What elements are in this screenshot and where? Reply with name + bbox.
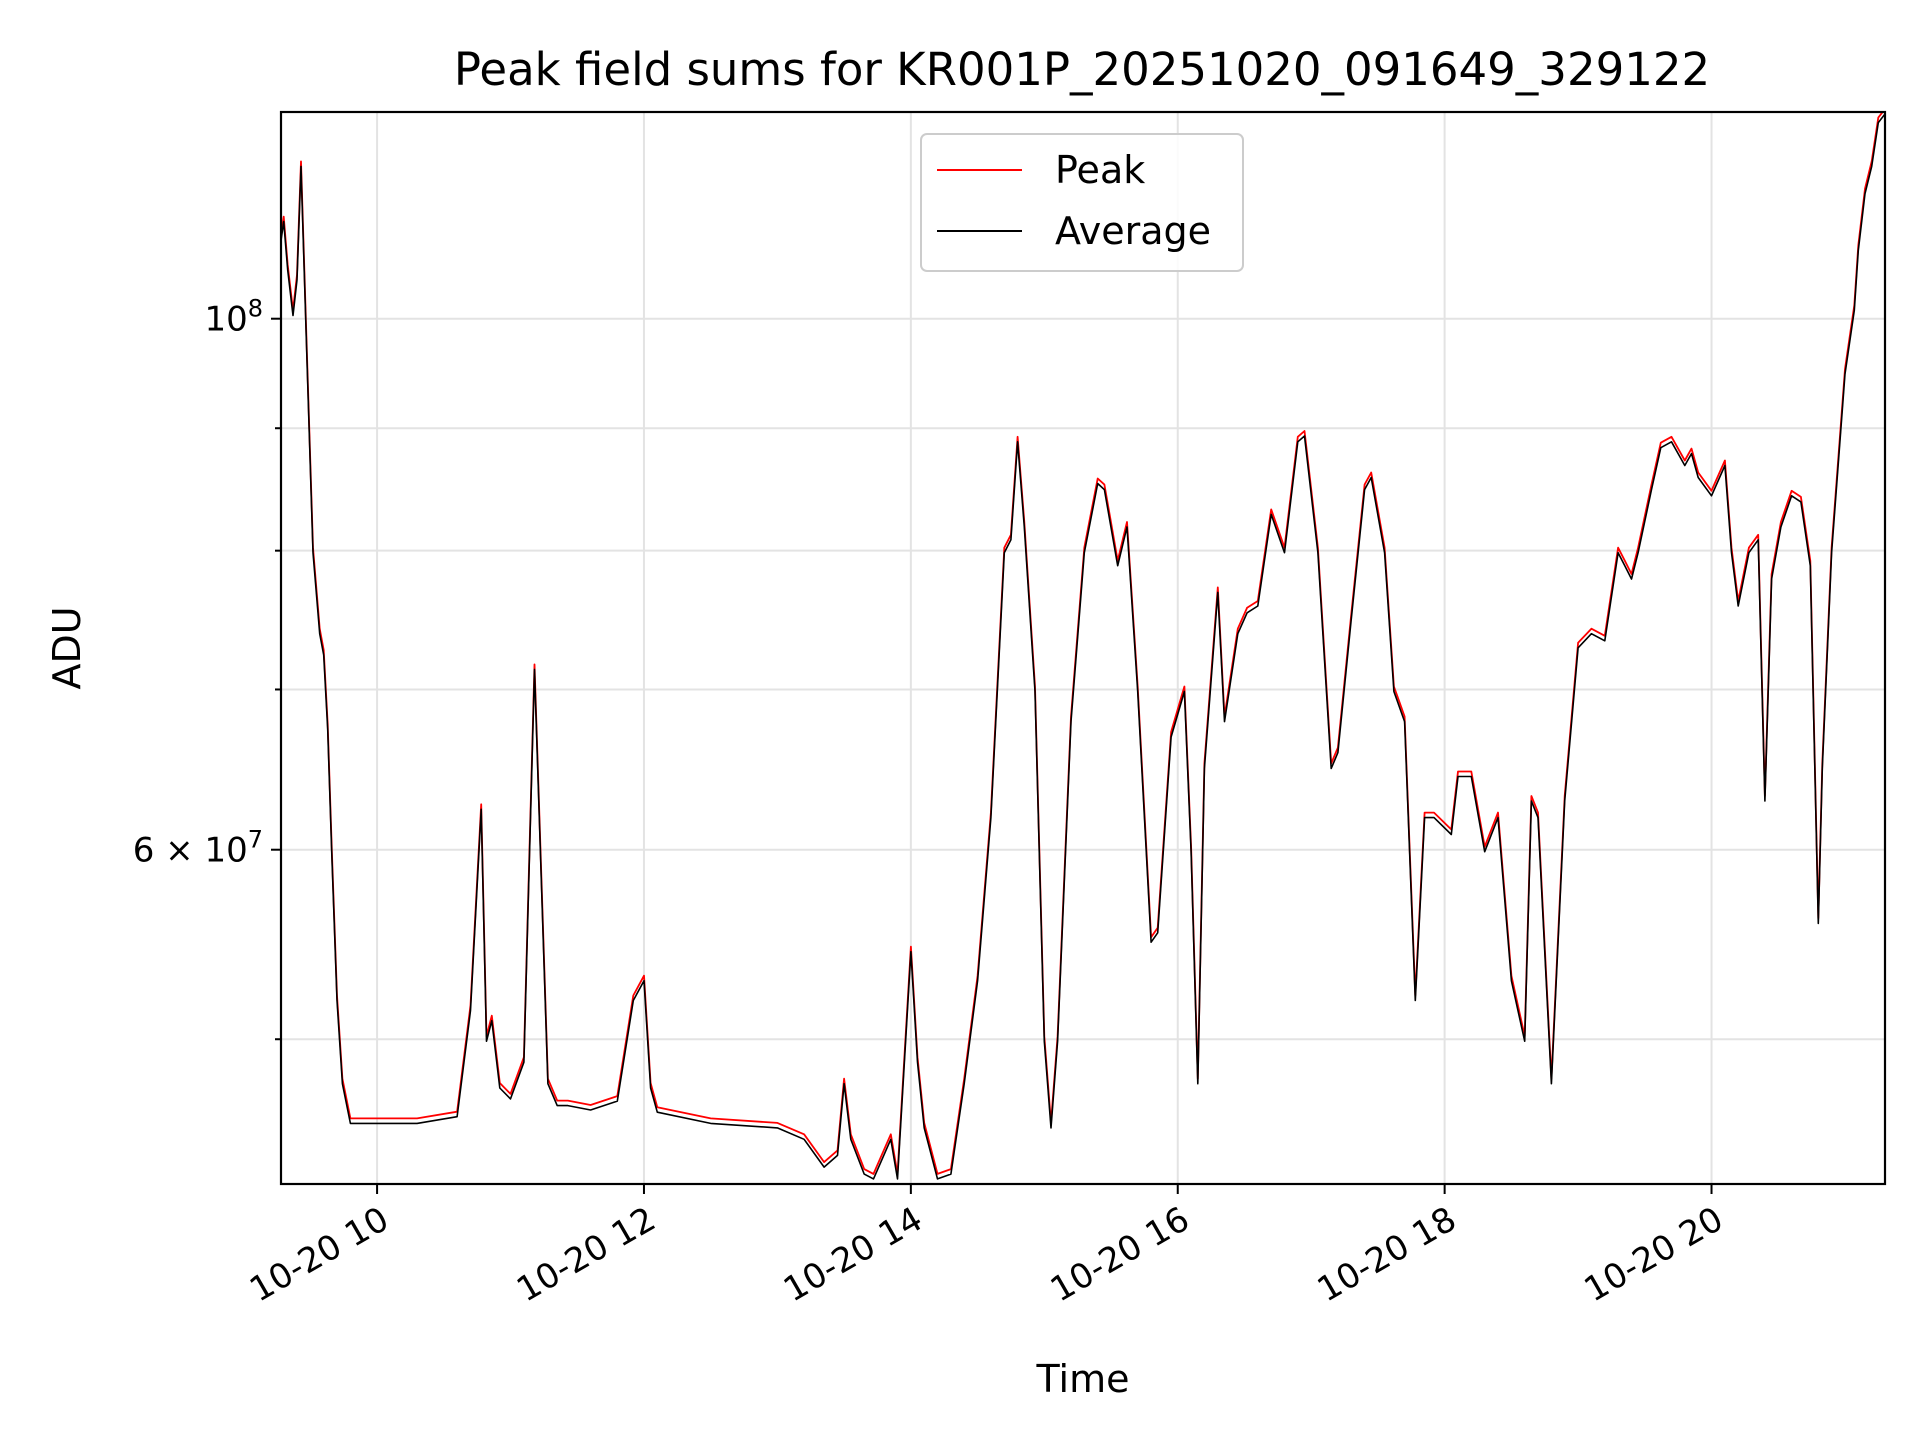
chart-title: Peak field sums for KR001P_20251020_0916…	[454, 43, 1710, 96]
legend-box	[920, 133, 1244, 272]
plot-area	[281, 112, 1885, 1180]
x-tick-label: 10-20 18	[1311, 1199, 1463, 1310]
series-line-average	[281, 113, 1885, 1180]
y-tick-exponent: 8	[248, 295, 263, 323]
axes-frame	[279, 110, 1887, 1186]
x-axis: 10-20 10 10-20 12 10-20 14 10-20 16 10-20 18…	[243, 1184, 1730, 1310]
x-tick-label: 10-20 12	[510, 1199, 662, 1310]
grid	[281, 112, 1885, 1184]
y-tick-base: 10	[204, 300, 247, 340]
x-tick-label: 10-20 20	[1578, 1199, 1730, 1310]
series-line-peak	[281, 112, 1884, 1175]
y-tick-base: 10	[204, 831, 247, 871]
y-axis-label: ADU	[45, 606, 89, 689]
y-tick-label: 6 × 107	[133, 826, 263, 871]
legend-label-average: Average	[1055, 209, 1211, 253]
y-tick-label: 108	[204, 295, 263, 340]
x-tick-label: 10-20 14	[777, 1199, 929, 1310]
legend: Peak Average	[920, 133, 1244, 272]
x-tick-label: 10-20 10	[243, 1199, 395, 1310]
x-tick-label: 10-20 16	[1044, 1199, 1196, 1310]
y-tick-mantissa: 6 ×	[133, 831, 205, 871]
x-axis-label: Time	[1036, 1357, 1130, 1401]
legend-label-peak: Peak	[1055, 148, 1145, 192]
y-tick-exponent: 7	[248, 826, 263, 854]
